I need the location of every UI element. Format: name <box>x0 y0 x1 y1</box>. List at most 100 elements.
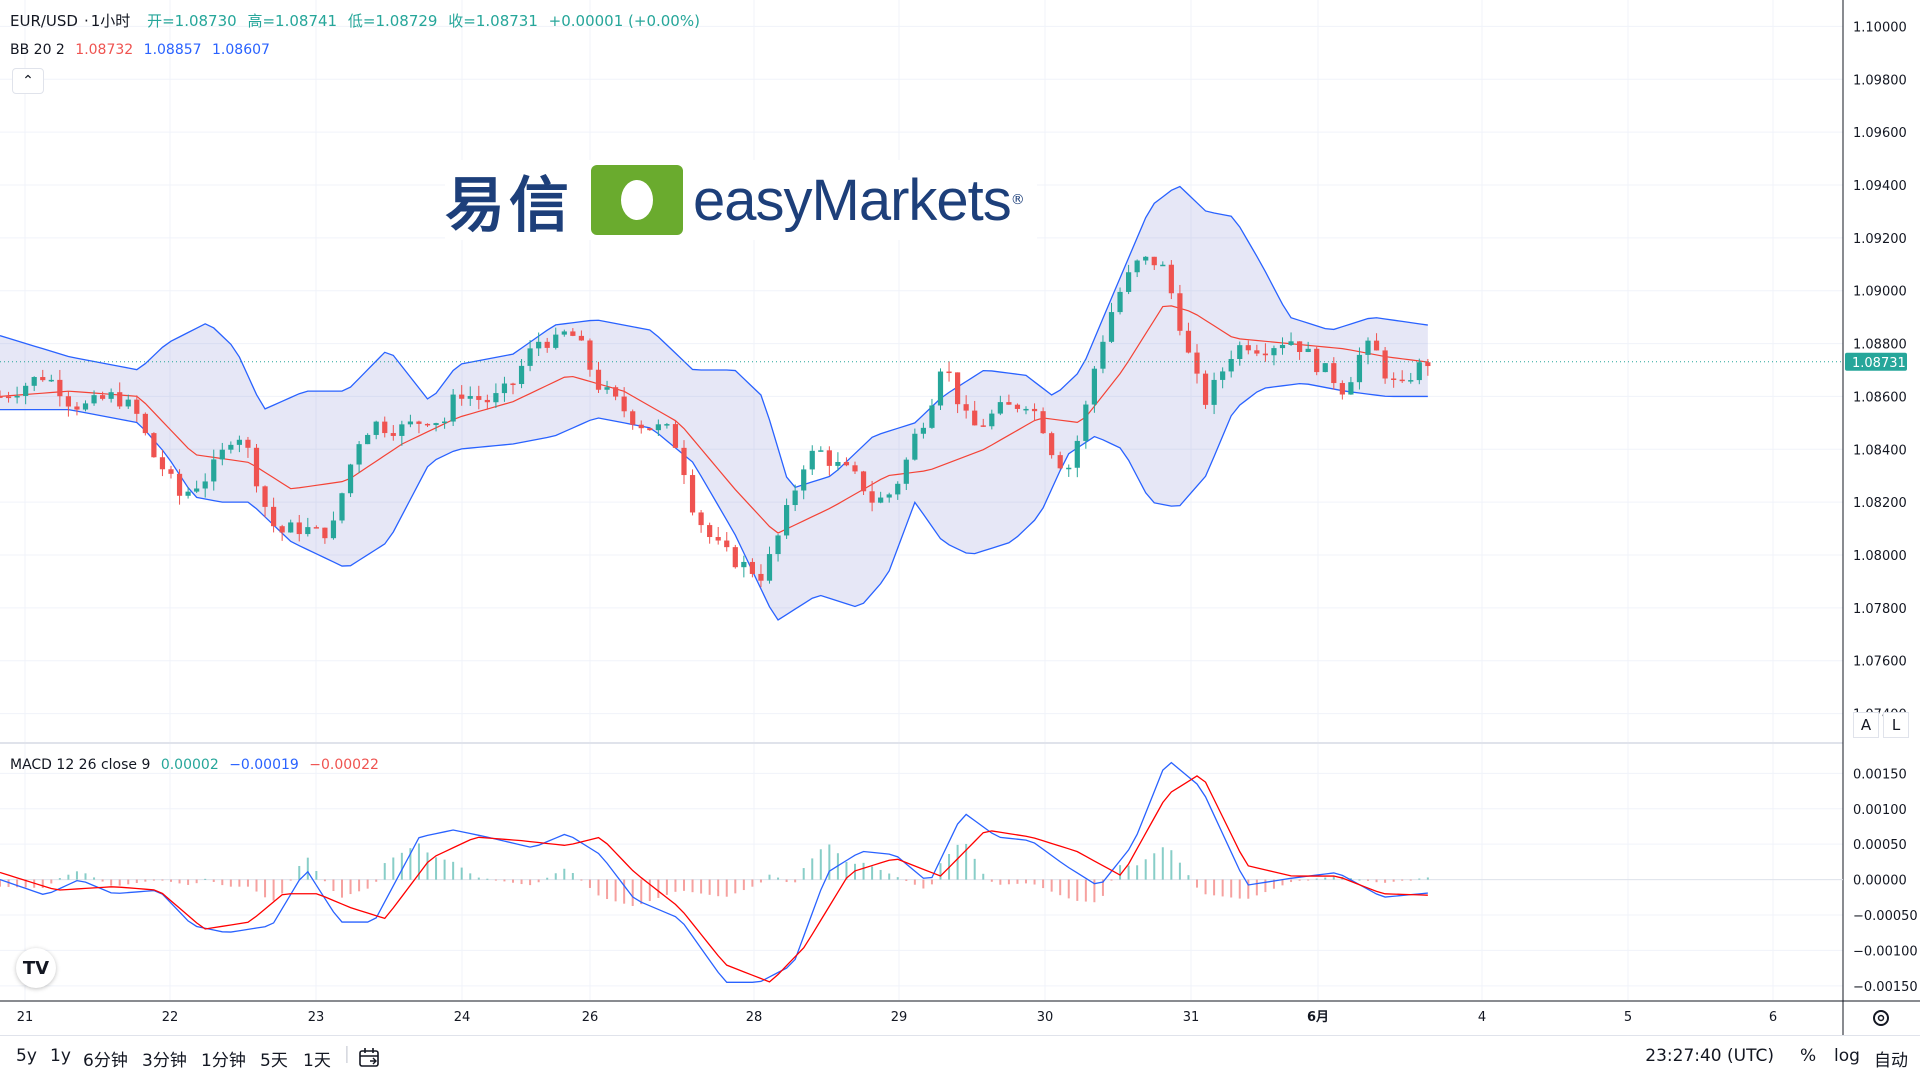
macd-histogram-bar <box>24 879 27 888</box>
candle-body <box>1399 379 1405 382</box>
time-axis-label: 29 <box>891 1010 908 1025</box>
candle-body <box>818 450 824 452</box>
registered-mark: ® <box>1010 192 1025 208</box>
log-scale-button[interactable]: L <box>1883 712 1909 738</box>
auto-scale-button[interactable]: A <box>1853 712 1879 738</box>
candle-body <box>980 425 986 427</box>
log-scale-toggle[interactable]: log <box>1834 1046 1860 1066</box>
candle-body <box>664 424 670 426</box>
macd-histogram-bar <box>238 879 241 887</box>
macd-histogram-bar <box>1349 878 1352 880</box>
macd-histogram-bar <box>546 877 549 880</box>
time-axis-label: 28 <box>746 1010 763 1025</box>
price-chart[interactable]: 1.10000 1.09800 1.09600 1.09400 1.09200 1.090… <box>0 0 1920 1035</box>
macd-histogram-bar <box>1384 879 1387 883</box>
macd-histogram-bar <box>281 879 284 894</box>
goto-date-icon[interactable] <box>358 1047 382 1069</box>
macd-histogram-bar <box>725 879 728 897</box>
candle-body <box>707 525 713 538</box>
macd-histogram-bar <box>152 879 155 881</box>
macd-histogram-bar <box>1307 879 1310 881</box>
macd-histogram-bar <box>1213 879 1216 896</box>
candle-body <box>1066 467 1072 470</box>
time-axis-label: 6 <box>1769 1010 1777 1025</box>
macd-histogram-bar <box>871 866 874 880</box>
candle-body <box>1339 383 1345 395</box>
time-axis-label: 5 <box>1624 1010 1632 1025</box>
range-5y-button[interactable]: 5y <box>16 1046 37 1066</box>
macd-histogram-bar <box>323 879 326 882</box>
toolbar-divider: | <box>344 1044 350 1064</box>
candle-body <box>1049 433 1055 456</box>
range-1m-button[interactable]: 1分钟 <box>201 1051 246 1071</box>
current-price-label: 1.08731 <box>1852 356 1906 371</box>
candle-body <box>1151 256 1157 266</box>
macd-histogram-bar <box>435 857 438 880</box>
candle-body <box>963 404 969 411</box>
range-3m-button[interactable]: 3分钟 <box>142 1051 187 1071</box>
macd-histogram-bar <box>588 879 591 888</box>
candle-body <box>681 447 687 476</box>
bollinger-lower-line <box>0 383 1428 621</box>
candle-body <box>766 554 773 581</box>
auto-scale-toggle[interactable]: 自动 <box>1874 1051 1908 1071</box>
bollinger-band-fill <box>0 186 1428 620</box>
candle-body <box>467 396 473 399</box>
macd-histogram-bar <box>1170 850 1173 880</box>
candle-body <box>647 428 653 431</box>
macd-histogram-bar <box>751 879 754 887</box>
candle-body <box>972 410 978 426</box>
tradingview-logo-icon[interactable]: TV <box>16 948 56 988</box>
macd-histogram-bar <box>614 879 617 902</box>
macd-histogram-bar <box>1264 879 1267 893</box>
macd-histogram-bar <box>110 879 113 886</box>
macd-histogram-bar <box>204 878 207 880</box>
easymarkets-logo-icon <box>591 165 683 235</box>
time-axis-label: 21 <box>17 1010 34 1025</box>
symbol-legend[interactable]: EUR/USD · 1小时 开=1.08730 高=1.08741 低=1.0872… <box>10 10 706 31</box>
candle-body <box>279 526 285 533</box>
candle-body <box>835 461 841 466</box>
candle-body <box>365 434 371 445</box>
macd-histogram-bar <box>101 879 104 882</box>
macd-axis-label: 0.00000 <box>1853 874 1907 889</box>
candle-body <box>1408 380 1414 382</box>
range-1d-button[interactable]: 1天 <box>303 1051 331 1071</box>
candle-body <box>809 450 815 470</box>
macd-histogram-bar <box>212 879 215 882</box>
bb-legend[interactable]: BB 20 2 1.08732 1.08857 1.08607 <box>10 42 276 58</box>
candle-body <box>955 372 961 405</box>
symbol-name[interactable]: EUR/USD <box>10 12 78 30</box>
price-axis-label: 1.09000 <box>1853 285 1907 300</box>
macd-name[interactable]: MACD 12 26 close 9 <box>10 757 151 773</box>
macd-signal-value: −0.00022 <box>309 757 379 773</box>
chevron-up-icon: ⌃ <box>22 73 34 89</box>
candle-body <box>5 396 12 399</box>
range-6m-button[interactable]: 6分钟 <box>83 1051 128 1071</box>
candle-body <box>23 385 29 396</box>
candle-body <box>407 421 413 425</box>
candle-body <box>40 377 46 381</box>
macd-histogram-bar <box>811 858 814 880</box>
settings-gear-icon[interactable] <box>1870 1007 1892 1029</box>
change-value: +0.00001 (+0.00%) <box>548 12 700 30</box>
macd-histogram-bar <box>170 879 172 882</box>
macd-legend[interactable]: MACD 12 26 close 9 0.00002 −0.00019 −0.0… <box>10 757 385 773</box>
time-axis-label: 23 <box>308 1010 325 1025</box>
macd-histogram-bar <box>7 879 10 887</box>
range-5d-button[interactable]: 5天 <box>260 1051 288 1071</box>
watermark-en-text: easyMarkets <box>693 167 1012 233</box>
macd-axis-label: 0.00150 <box>1853 767 1907 782</box>
collapse-legend-button[interactable]: ⌃ <box>12 68 44 94</box>
candle-body <box>1271 348 1277 356</box>
time-axis-label: 6月 <box>1307 1010 1329 1025</box>
range-1y-button[interactable]: 1y <box>50 1046 71 1066</box>
percent-scale-toggle[interactable]: % <box>1800 1046 1817 1066</box>
candle-body <box>416 421 422 424</box>
bb-name[interactable]: BB 20 2 <box>10 42 65 58</box>
utc-clock[interactable]: 23:27:40 (UTC) <box>1645 1046 1774 1066</box>
macd-axis-label: −0.00150 <box>1853 980 1918 995</box>
macd-histogram-bar <box>1409 879 1412 881</box>
interval-label[interactable]: 1小时 <box>90 12 131 30</box>
